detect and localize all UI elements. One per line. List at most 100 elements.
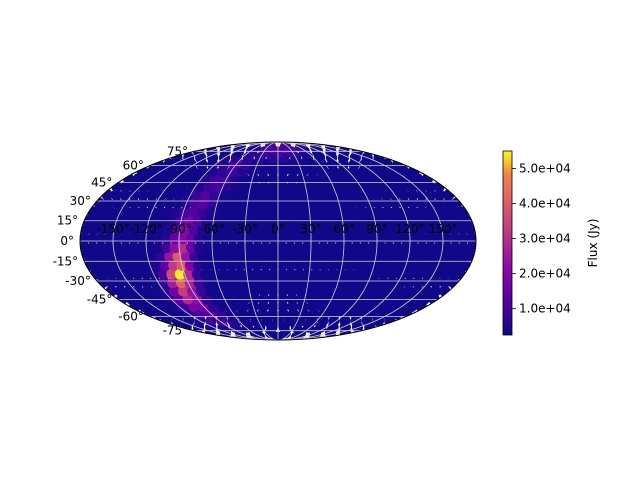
flux-point (147, 250, 159, 262)
flux-point (293, 241, 305, 254)
flux-point (128, 189, 140, 201)
flux-point (114, 250, 126, 262)
flux-point (263, 276, 275, 289)
flux-point (317, 241, 329, 254)
flux-point (319, 268, 331, 280)
flux-point (168, 259, 180, 271)
flux-point (96, 224, 108, 236)
flux-point (157, 268, 169, 280)
flux-point (302, 268, 314, 280)
flux-point (122, 250, 134, 262)
flux-point (285, 285, 298, 297)
flux-point (312, 285, 325, 297)
flux-point (233, 197, 245, 209)
flux-point (267, 285, 280, 297)
flux-point (109, 259, 121, 271)
flux-point (102, 197, 114, 209)
flux-point (98, 268, 110, 280)
flux-point (163, 197, 175, 209)
flux-point (276, 268, 288, 280)
colorbar-gradient (502, 150, 513, 336)
flux-point (297, 206, 309, 218)
flux-point (137, 197, 149, 209)
flux-point (159, 285, 172, 297)
flux-point (391, 241, 403, 254)
flux-point (195, 285, 208, 297)
flux-point (346, 197, 358, 209)
flux-point (247, 250, 259, 262)
flux-point (226, 259, 238, 271)
flux-point (405, 250, 417, 262)
flux-point (264, 206, 276, 218)
flux-point (397, 224, 410, 236)
flux-point (289, 250, 301, 262)
meridian-line (211, 141, 279, 341)
flux-point (389, 224, 401, 236)
latitude-tick-labels: 75° 60° 45°30° 15° 0° -15° -30° -45° -60° -75° (53, 144, 189, 337)
flux-point (113, 224, 125, 236)
flux-point (385, 259, 397, 271)
flux-point (193, 259, 205, 271)
flux-point (130, 250, 143, 262)
flux-point (416, 241, 428, 254)
flux-point (129, 206, 141, 218)
flux-point (180, 250, 193, 262)
flux-point (177, 285, 190, 297)
flux-point (395, 276, 407, 289)
flux-point (88, 224, 100, 236)
flux-point (412, 268, 424, 280)
flux-point (184, 259, 196, 271)
flux-point (224, 197, 236, 209)
flux-point (217, 268, 229, 280)
flux-point (211, 276, 223, 289)
flux-point (432, 206, 444, 218)
flux-point (89, 250, 101, 262)
flux-point (322, 206, 335, 218)
colorbar-tick-label: 5.0e+04 (519, 162, 571, 176)
flux-point (297, 250, 309, 262)
flux-point (307, 276, 319, 289)
flux-point (214, 250, 226, 262)
flux-point (294, 285, 307, 297)
flux-point (161, 241, 173, 254)
flux-point (277, 293, 289, 305)
flux-point (376, 259, 388, 271)
flux-point (381, 206, 393, 218)
colorbar: 1.0e+04 2.0e+04 3.0e+04 4.0e+04 5.0e+04 Flux… (502, 150, 600, 336)
flux-point (321, 285, 334, 297)
flux-point (447, 250, 459, 262)
flux-point (351, 276, 363, 289)
flux-point (191, 268, 203, 280)
flux-point (416, 189, 428, 201)
flux-point (372, 197, 384, 209)
flux-point (141, 285, 154, 297)
flux-point (325, 241, 338, 254)
longitude-label: -120° (129, 222, 162, 236)
flux-point (238, 224, 251, 236)
flux-point (188, 224, 200, 236)
flux-point (367, 241, 379, 254)
flux-point (213, 206, 225, 218)
flux-point (285, 197, 297, 209)
flux-point (166, 268, 178, 280)
flux-point (439, 276, 451, 289)
flux-point (413, 250, 426, 262)
flux-point (412, 285, 424, 297)
flux-point (95, 206, 107, 218)
flux-point (430, 285, 442, 297)
flux-point (442, 197, 454, 209)
flux-point (136, 241, 148, 254)
flux-point (258, 293, 270, 305)
flux-point (128, 241, 140, 254)
flux-point (227, 241, 239, 254)
flux-point (360, 259, 372, 271)
meridian-line (178, 141, 279, 341)
flux-point (202, 241, 214, 254)
flux-point (197, 224, 209, 236)
flux-point (234, 268, 246, 280)
flux-point (381, 224, 393, 236)
flux-point (206, 146, 218, 158)
flux-point (130, 224, 142, 236)
latitude-label: 30° (70, 194, 91, 208)
longitude-label: 120° (396, 222, 425, 236)
